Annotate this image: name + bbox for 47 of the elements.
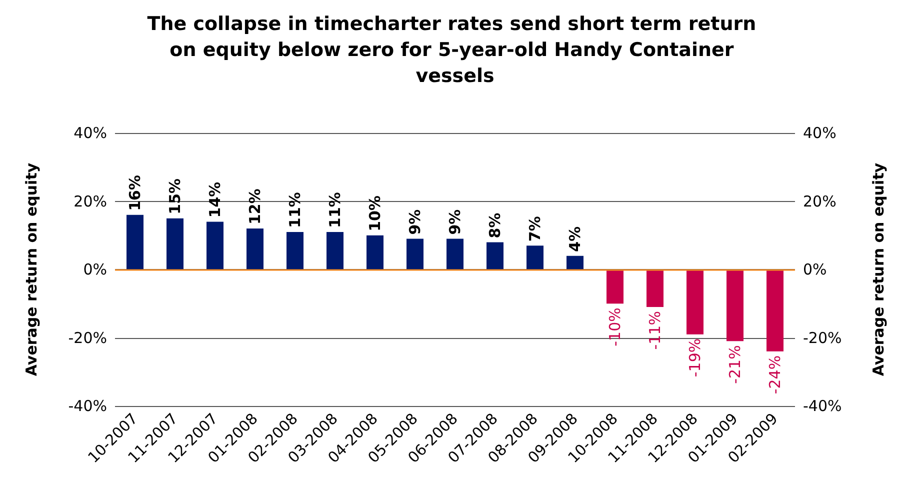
bar [646, 270, 664, 308]
data-label: -11% [646, 311, 664, 350]
y2-tick-label: 0% [803, 260, 827, 278]
bar [766, 270, 784, 352]
data-label: 12% [246, 188, 264, 225]
bar [126, 214, 144, 270]
bar [486, 242, 504, 270]
bar [526, 246, 544, 270]
data-label: 9% [446, 209, 464, 235]
data-label: 15% [166, 178, 184, 214]
bar [166, 218, 184, 270]
bar [606, 270, 624, 304]
bar [246, 228, 264, 270]
y2-tick-label: 20% [803, 192, 836, 210]
bar [366, 235, 384, 270]
data-label: -19% [686, 338, 704, 378]
data-label: 4% [566, 226, 584, 252]
y-tick-label: -20% [68, 328, 107, 347]
data-label: 8% [486, 212, 504, 238]
data-label: -24% [766, 355, 784, 394]
data-label: 10% [366, 195, 384, 232]
data-label: -10% [606, 308, 624, 346]
y2-tick-label: -20% [803, 328, 842, 347]
bar [566, 256, 584, 270]
y2-tick-label: 40% [803, 124, 836, 142]
y-tick-label: 20% [74, 192, 107, 210]
bar [446, 238, 464, 270]
chart-title: The collapse in timecharter rates send short term return on equity below zero for 5-year-old Handy Container vessels [147, 13, 763, 87]
data-label: 7% [526, 216, 544, 242]
y-tick-label: -40% [68, 397, 107, 415]
data-label: 11% [326, 192, 344, 228]
data-label: 11% [286, 192, 304, 228]
y-tick-label: 0% [83, 260, 107, 278]
y-tick-label: 40% [74, 124, 107, 142]
data-label: -21% [726, 345, 744, 384]
data-label: 14% [206, 182, 224, 218]
y2-axis-title: Average return on equity [870, 162, 888, 376]
bar [286, 232, 304, 270]
bar [686, 270, 704, 334]
y-axis-title: Average return on equity [22, 162, 40, 376]
bar [406, 238, 424, 270]
bar [326, 232, 344, 270]
data-label: 9% [406, 209, 424, 235]
y2-tick-label: -40% [803, 397, 842, 415]
data-label: 16% [126, 174, 144, 211]
bar [206, 222, 224, 270]
bar [726, 270, 744, 342]
